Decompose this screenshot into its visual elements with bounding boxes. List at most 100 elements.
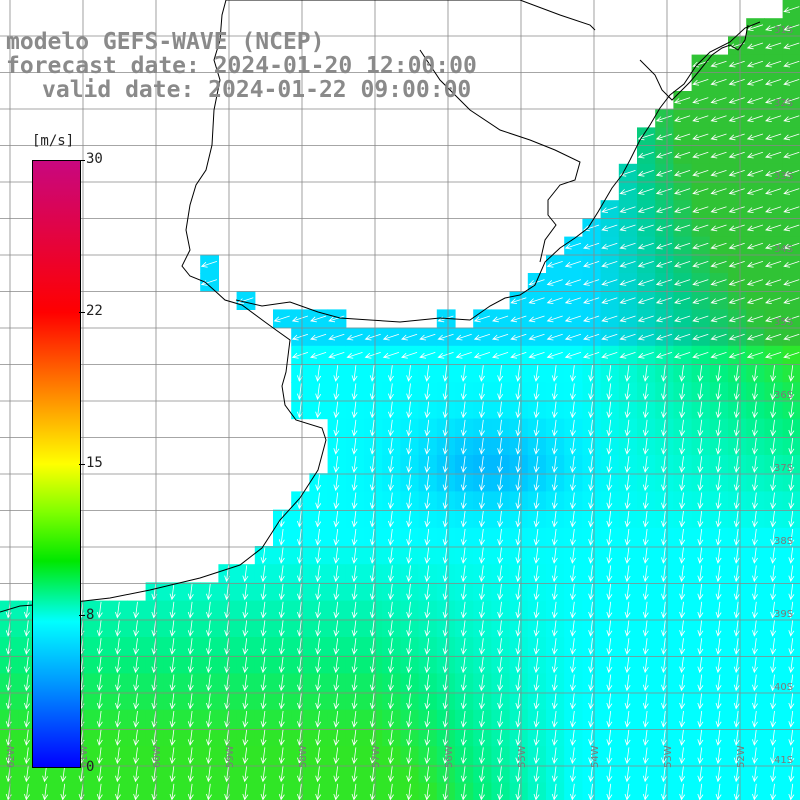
- wind-arrow: [697, 656, 704, 674]
- wind-arrow: [728, 315, 745, 323]
- wind-arrow: [533, 510, 540, 528]
- wind-arrow: [242, 656, 249, 674]
- wind-arrow: [606, 674, 613, 692]
- colorbar: [32, 160, 81, 768]
- wind-arrow: [419, 352, 436, 359]
- wind-arrow: [788, 383, 795, 401]
- wind-arrow: [674, 315, 691, 323]
- wind-arrow: [351, 492, 358, 510]
- wind-arrow: [661, 674, 667, 692]
- wind-arrow: [752, 601, 758, 619]
- wind-arrow: [583, 279, 600, 286]
- wind-arrow: [442, 456, 449, 473]
- wind-arrow: [637, 151, 654, 159]
- longitude-label: 60W: [152, 745, 163, 768]
- wind-arrow: [661, 765, 667, 783]
- wind-arrow: [728, 352, 745, 359]
- wind-arrow: [551, 747, 558, 765]
- wind-arrow: [746, 79, 764, 86]
- wind-arrow: [442, 492, 449, 510]
- wind-arrow: [364, 352, 381, 359]
- wind-arrow: [770, 528, 777, 546]
- wind-arrow: [642, 674, 649, 692]
- wind-arrow: [661, 383, 667, 401]
- wind-arrow: [624, 510, 631, 528]
- wind-arrow: [369, 492, 376, 510]
- wind-arrow: [606, 565, 613, 583]
- wind-arrow: [479, 510, 485, 528]
- wind-arrow: [382, 333, 400, 341]
- wind-arrow: [588, 692, 595, 710]
- wind-arrow: [388, 619, 394, 637]
- wind-arrow: [424, 692, 431, 710]
- wind-arrow: [315, 765, 322, 783]
- wind-arrow: [133, 710, 140, 728]
- wind-arrow: [315, 583, 322, 601]
- wind-arrow: [551, 710, 558, 728]
- wind-arrow: [315, 383, 322, 401]
- wind-arrow: [661, 583, 667, 601]
- wind-arrow: [24, 619, 30, 637]
- wind-arrow: [637, 333, 654, 341]
- wind-arrow: [661, 619, 667, 637]
- wind-arrow: [692, 224, 709, 232]
- wind-arrow: [752, 674, 758, 692]
- wind-arrow: [96, 656, 103, 674]
- wind-arrow: [715, 492, 722, 510]
- wind-arrow: [765, 42, 782, 50]
- wind-arrow: [406, 474, 413, 492]
- wind-arrow: [770, 419, 777, 437]
- wind-arrow: [733, 674, 740, 692]
- wind-arrow: [115, 601, 121, 619]
- wind-arrow: [679, 437, 686, 455]
- wind-arrow: [442, 547, 449, 564]
- wind-arrow: [606, 710, 613, 728]
- wind-arrow: [788, 510, 795, 528]
- wind-arrow: [606, 510, 613, 528]
- wind-arrow: [278, 528, 285, 546]
- wind-arrow: [328, 333, 345, 341]
- wind-arrow: [746, 352, 764, 359]
- wind-arrow: [624, 674, 631, 692]
- wind-arrow: [692, 97, 709, 104]
- wind-arrow: [333, 401, 340, 419]
- wind-arrow: [546, 333, 563, 341]
- wind-arrow: [442, 729, 449, 746]
- forecast-date: forecast date: 2024-01-20 12:00:00: [6, 53, 477, 79]
- wind-arrow: [642, 456, 649, 473]
- wind-arrow: [497, 601, 504, 619]
- wind-arrow: [765, 151, 782, 159]
- wind-arrow: [588, 710, 595, 728]
- wind-arrow: [551, 638, 558, 655]
- wind-arrow: [24, 710, 30, 728]
- wind-arrow: [479, 383, 485, 401]
- wind-arrow: [697, 710, 704, 728]
- wind-arrow: [406, 674, 413, 692]
- wind-arrow: [733, 747, 740, 765]
- wind-arrow: [570, 383, 576, 401]
- wind-arrow: [515, 638, 522, 655]
- wind-arrow: [388, 474, 394, 492]
- wind-arrow: [588, 656, 595, 674]
- wind-arrow: [679, 656, 686, 674]
- wind-arrow: [388, 419, 394, 437]
- wind-arrow: [351, 729, 358, 746]
- wind-arrow: [424, 674, 431, 692]
- wind-arrow: [479, 583, 485, 601]
- wind-arrow: [692, 79, 709, 86]
- wind-arrow: [406, 692, 413, 710]
- wind-arrow: [588, 383, 595, 401]
- wind-arrow: [42, 765, 49, 783]
- wind-arrow: [551, 383, 558, 401]
- wind-arrow: [674, 279, 691, 286]
- wind-arrow: [788, 492, 795, 510]
- wind-arrow: [260, 583, 267, 601]
- wind-arrow: [315, 474, 322, 492]
- wind-arrow: [642, 638, 649, 655]
- wind-arrow: [746, 224, 764, 232]
- wind-arrow: [624, 747, 631, 765]
- wind-arrow: [515, 674, 522, 692]
- wind-arrow: [674, 261, 691, 268]
- wind-arrow: [765, 352, 782, 359]
- wind-arrow: [624, 474, 631, 492]
